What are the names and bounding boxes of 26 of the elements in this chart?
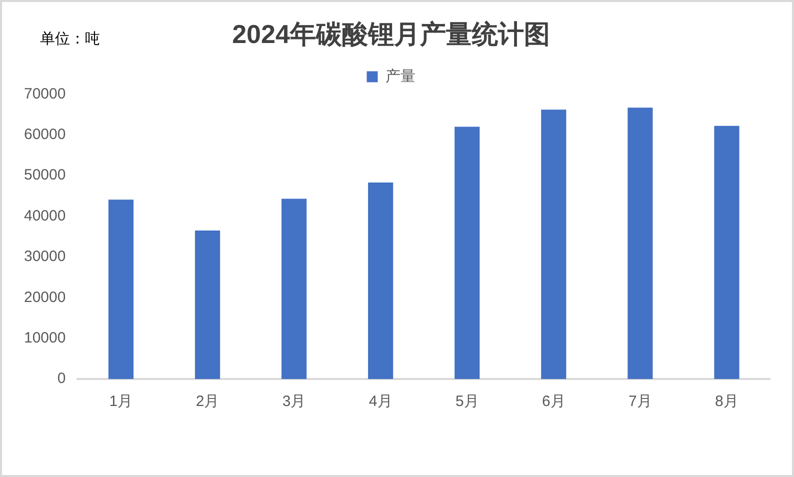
bar xyxy=(541,110,566,379)
bar xyxy=(628,108,653,379)
y-tick-label: 60000 xyxy=(24,126,66,144)
bar xyxy=(282,198,307,379)
chart-title: 2024年碳酸锂月产量统计图 xyxy=(232,18,550,49)
text: 单位：吨 xyxy=(40,30,100,48)
y-tick-label: 30000 xyxy=(24,248,66,266)
x-tick-label: 5月 xyxy=(455,393,479,410)
y-tick-label: 10000 xyxy=(24,329,66,346)
y-tick-label: 0 xyxy=(57,370,66,388)
bar xyxy=(194,230,220,379)
x-tick-label: 6月 xyxy=(542,393,566,410)
bar xyxy=(714,126,740,379)
y-tick-label: 40000 xyxy=(24,207,66,224)
y-tick-label: 70000 xyxy=(24,85,66,102)
x-tick-label: 1月 xyxy=(109,393,133,410)
x-tick-label: 8月 xyxy=(715,393,738,410)
y-tick-label: 50000 xyxy=(24,166,66,184)
y-tick-label: 20000 xyxy=(24,288,66,306)
bar xyxy=(108,200,134,379)
x-tick-label: 3月 xyxy=(282,393,306,410)
x-tick-label: 2月 xyxy=(196,393,220,410)
bar xyxy=(454,126,480,379)
x-tick-label: 4月 xyxy=(368,393,392,410)
bar xyxy=(368,182,394,379)
x-tick-label: 7月 xyxy=(628,393,652,410)
